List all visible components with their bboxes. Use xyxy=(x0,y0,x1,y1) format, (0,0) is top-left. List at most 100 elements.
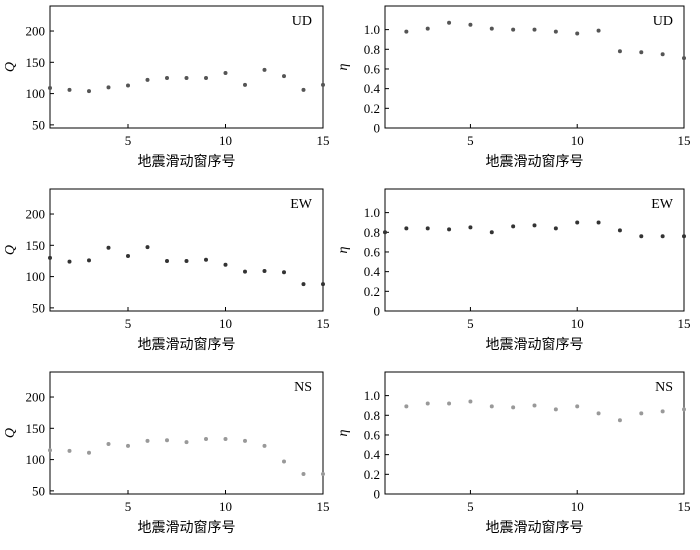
y-tick-label: 0.6 xyxy=(364,61,381,76)
y-tick-label: 150 xyxy=(26,55,46,70)
panel-label: EW xyxy=(290,197,313,212)
data-point xyxy=(106,85,111,90)
data-point xyxy=(617,418,622,423)
plot-frame xyxy=(49,5,324,129)
data-point xyxy=(223,70,228,75)
data-point xyxy=(468,225,473,230)
data-point xyxy=(447,20,452,25)
y-tick-label: 0.4 xyxy=(364,264,381,279)
y-axis-title: Q xyxy=(3,428,18,438)
data-point xyxy=(48,255,52,260)
x-tick-label: 15 xyxy=(317,133,330,148)
data-point xyxy=(106,245,111,250)
y-tick-label: 0.8 xyxy=(364,42,380,57)
data-point xyxy=(223,436,228,441)
data-point xyxy=(511,27,516,32)
y-tick-label: 200 xyxy=(26,390,46,405)
y-axis-title: η xyxy=(336,429,351,436)
panel-label: NS xyxy=(294,380,312,395)
y-tick-label: 1.0 xyxy=(364,388,380,403)
data-point xyxy=(126,253,130,258)
data-point xyxy=(404,226,409,231)
panel-label: NS xyxy=(655,380,673,395)
data-point xyxy=(243,438,247,443)
data-point xyxy=(87,89,91,94)
y-tick-label: 0.8 xyxy=(364,408,380,423)
data-point xyxy=(262,443,267,448)
data-point xyxy=(553,407,558,412)
x-tick-label: 15 xyxy=(678,316,691,331)
panel-label: UD xyxy=(653,14,673,29)
data-point xyxy=(145,438,150,443)
data-point xyxy=(468,22,473,27)
y-axis-title: η xyxy=(336,63,351,70)
data-point xyxy=(301,87,306,92)
x-tick-label: 10 xyxy=(571,316,584,331)
data-point xyxy=(67,259,72,264)
data-point xyxy=(468,399,473,404)
x-tick-label: 5 xyxy=(125,133,132,148)
y-tick-label: 150 xyxy=(26,238,46,253)
data-point xyxy=(660,409,665,414)
data-point xyxy=(660,234,665,239)
x-axis-title: 地震滑动窗序号 xyxy=(138,336,236,353)
x-tick-label: 10 xyxy=(219,499,232,514)
data-point xyxy=(596,411,601,416)
x-tick-label: 15 xyxy=(678,133,691,148)
data-point xyxy=(425,226,430,231)
y-tick-label: 0 xyxy=(374,121,381,136)
data-point xyxy=(301,282,306,287)
data-point xyxy=(145,77,150,82)
y-tick-label: 0.4 xyxy=(364,81,381,96)
data-point xyxy=(262,67,267,72)
data-point xyxy=(184,75,189,80)
data-point xyxy=(184,258,189,263)
x-axis-title: 地震滑动窗序号 xyxy=(138,519,236,536)
data-point xyxy=(48,448,52,453)
y-tick-label: 0.2 xyxy=(364,101,380,116)
data-point xyxy=(511,405,516,410)
data-point xyxy=(204,75,208,80)
data-point xyxy=(617,228,622,233)
y-axis-title: Q xyxy=(3,245,18,255)
data-point xyxy=(67,87,72,92)
data-point xyxy=(639,50,644,55)
data-point xyxy=(243,269,247,274)
data-point xyxy=(660,52,665,57)
plot-frame xyxy=(49,371,324,495)
data-point xyxy=(575,31,580,36)
x-tick-label: 5 xyxy=(467,316,474,331)
y-tick-label: 100 xyxy=(26,269,46,284)
panel-ew-eta: 5 10 15 0 0.2 0.4 0.6 0.8 1.0 EW 地震滑动窗序号 η xyxy=(336,188,691,353)
data-point xyxy=(321,82,325,87)
data-point xyxy=(532,403,537,408)
x-axis-title: 地震滑动窗序号 xyxy=(486,336,584,353)
data-point xyxy=(48,85,52,90)
data-point xyxy=(282,270,286,275)
data-point xyxy=(243,82,247,87)
data-point xyxy=(596,220,601,225)
data-point xyxy=(383,230,387,235)
data-point xyxy=(301,471,306,476)
data-point xyxy=(262,268,267,273)
x-tick-label: 15 xyxy=(317,499,330,514)
y-tick-label: 1.0 xyxy=(364,22,380,37)
data-point xyxy=(489,230,494,235)
y-tick-label: 50 xyxy=(32,483,45,498)
data-point xyxy=(87,450,91,455)
data-point xyxy=(553,29,558,34)
y-tick-label: 0.8 xyxy=(364,225,380,240)
y-tick-label: 50 xyxy=(32,300,45,315)
panel-ud-eta: 5 10 15 0 0.2 0.4 0.6 0.8 1.0 UD 地震滑动窗序号 η xyxy=(336,5,691,170)
data-point xyxy=(447,227,452,232)
x-tick-label: 15 xyxy=(678,499,691,514)
x-tick-label: 10 xyxy=(219,316,232,331)
plot-frame xyxy=(49,188,324,312)
y-tick-label: 0.2 xyxy=(364,284,380,299)
y-tick-label: 100 xyxy=(26,452,46,467)
data-point xyxy=(404,29,409,34)
data-point xyxy=(184,440,189,445)
x-tick-label: 10 xyxy=(219,133,232,148)
data-point xyxy=(126,443,130,448)
